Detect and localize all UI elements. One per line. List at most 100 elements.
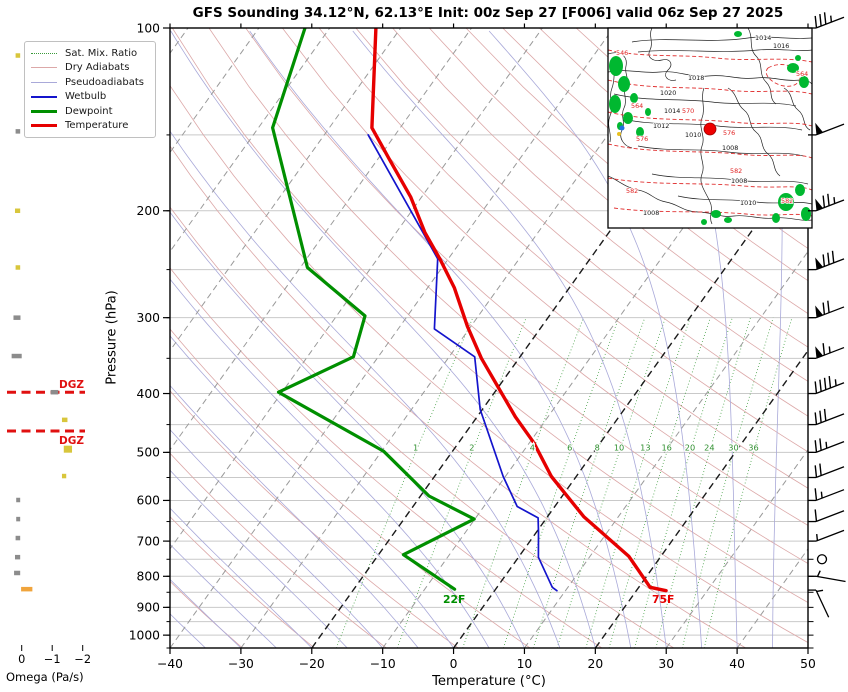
map-precip-blob [778, 193, 794, 211]
wind-barb-full [822, 343, 826, 356]
legend-item-label: Temperature [65, 120, 129, 132]
legend-box: Sat. Mix. Ratio Dry Adiabats Pseudoadiabat… [24, 41, 156, 138]
wind-barb-full [814, 488, 818, 501]
map-precip-blob [795, 55, 801, 61]
wind-barb-staff [815, 16, 845, 29]
wind-barb-staff [815, 382, 845, 395]
wind-barb-staff [815, 199, 845, 212]
map-precip-blob [623, 112, 633, 124]
map-contour-red [608, 177, 812, 191]
legend-item-dry: Dry Adiabats [31, 61, 149, 76]
dry-adiabat-line [833, 28, 848, 648]
pressure-tick-label: 100 [137, 21, 160, 35]
map-precip-blob [772, 213, 780, 223]
moist-adiabat-line [249, 30, 632, 648]
map-contour-black [651, 173, 809, 185]
wind-barb [808, 463, 845, 479]
pressure-tick-label: 1000 [129, 628, 160, 642]
wind-barb-full [823, 408, 827, 421]
omega-bar [16, 497, 21, 503]
map-precip-blob [630, 93, 638, 103]
mixing-ratio-line [556, 317, 666, 648]
wind-barb [808, 408, 845, 426]
map-height-label: 576 [723, 129, 735, 137]
wind-barb [808, 509, 845, 523]
map-precip-blob [724, 217, 732, 223]
map-mslp-label: 1016 [773, 42, 789, 50]
dgz-label: DGZ [59, 379, 84, 391]
wind-barb-staff [815, 589, 830, 618]
moist-adiabat-line [170, 543, 277, 648]
pressure-axis-label: Pressure (hPa) [104, 290, 120, 385]
mixing-ratio-line [396, 317, 527, 648]
legend-item-label: Dry Adiabats [65, 62, 130, 74]
dry-adiabat-line [318, 28, 808, 453]
dry-adiabat-line [429, 28, 808, 348]
wind-barb-full [819, 438, 822, 451]
map-mslp-label: 1010 [685, 131, 701, 139]
temperature-tick-label: −10 [370, 657, 396, 671]
mixing-ratio-line [335, 317, 474, 648]
wind-barb-full [814, 15, 818, 28]
omega-bar [15, 535, 21, 541]
map-contour-red [608, 111, 812, 127]
wind-barb-half [830, 15, 833, 23]
legend-item-temperature: Temperature [31, 119, 149, 134]
omega-bar [15, 53, 21, 58]
wind-barb [808, 488, 845, 502]
mixing-ratio-label: 13 [640, 442, 650, 452]
wind-barb-half [816, 534, 819, 541]
wind-barb-full [814, 465, 818, 478]
wind-barb-full [814, 381, 818, 394]
temperature-tick-label: 30 [658, 657, 674, 671]
temperature-axis-label: Temperature (°C) [432, 674, 546, 689]
dry-adiabat-line [171, 28, 808, 603]
wind-barb-full [823, 12, 827, 25]
wind-barb-half [834, 379, 837, 386]
temperature-tick-label: −30 [228, 657, 254, 671]
map-mslp-label: 1010 [740, 199, 756, 207]
map-mslp-label: 1014 [664, 107, 680, 115]
moist-adiabat-line [170, 469, 348, 648]
wind-barb-half [833, 197, 836, 204]
temperature-tick-label: 10 [517, 657, 533, 671]
sat_mix-line-sample [31, 52, 57, 54]
temperature-tick-label: 40 [729, 657, 745, 671]
wind-barb-half [816, 570, 821, 577]
map-mslp-label: 1008 [643, 209, 659, 217]
temperature-tick-label: −20 [299, 657, 325, 671]
map-mslp-label: 1012 [653, 122, 669, 130]
wind-barb [808, 300, 845, 319]
mixing-ratio-labels: 1 2 4 6 8 10 13 16 20 24 30 36 [412, 441, 760, 454]
omega-bar [14, 554, 21, 560]
dry-adiabat-line [245, 28, 808, 526]
map-sounding-location-dot [703, 122, 717, 136]
wind-barb [808, 250, 845, 271]
omega-bar [61, 417, 68, 423]
temperature-curve [370, 28, 668, 593]
map-mslp-label: 1008 [731, 177, 747, 185]
dewpoint-line-sample [31, 109, 57, 113]
map-contour-black [700, 87, 713, 225]
dewpoint-curve [271, 28, 476, 591]
legend-item-label: Pseudoadiabats [65, 76, 145, 88]
moist-adiabat-line [488, 30, 703, 648]
wind-barb-full [828, 375, 832, 389]
moist-adiabat-line [170, 30, 596, 648]
wind-barb-full [814, 412, 818, 425]
legend-item-label: Dewpoint [65, 105, 113, 117]
wind-barbs [808, 12, 846, 618]
dry-adiabat-line [170, 390, 459, 648]
mixing-ratio-label: 6 [567, 442, 572, 452]
wind-barb-pennant [815, 122, 824, 135]
plot-background [170, 28, 848, 648]
isotherm-line [170, 28, 543, 550]
wind-barb-full [823, 377, 827, 390]
isotherm-line [594, 349, 808, 648]
map-precip-blob [701, 219, 707, 225]
map-contour-black [747, 28, 777, 105]
dry-adiabat-line [170, 516, 315, 648]
isotherm-line [453, 151, 808, 648]
temperature-tick-label: 0 [450, 657, 458, 671]
